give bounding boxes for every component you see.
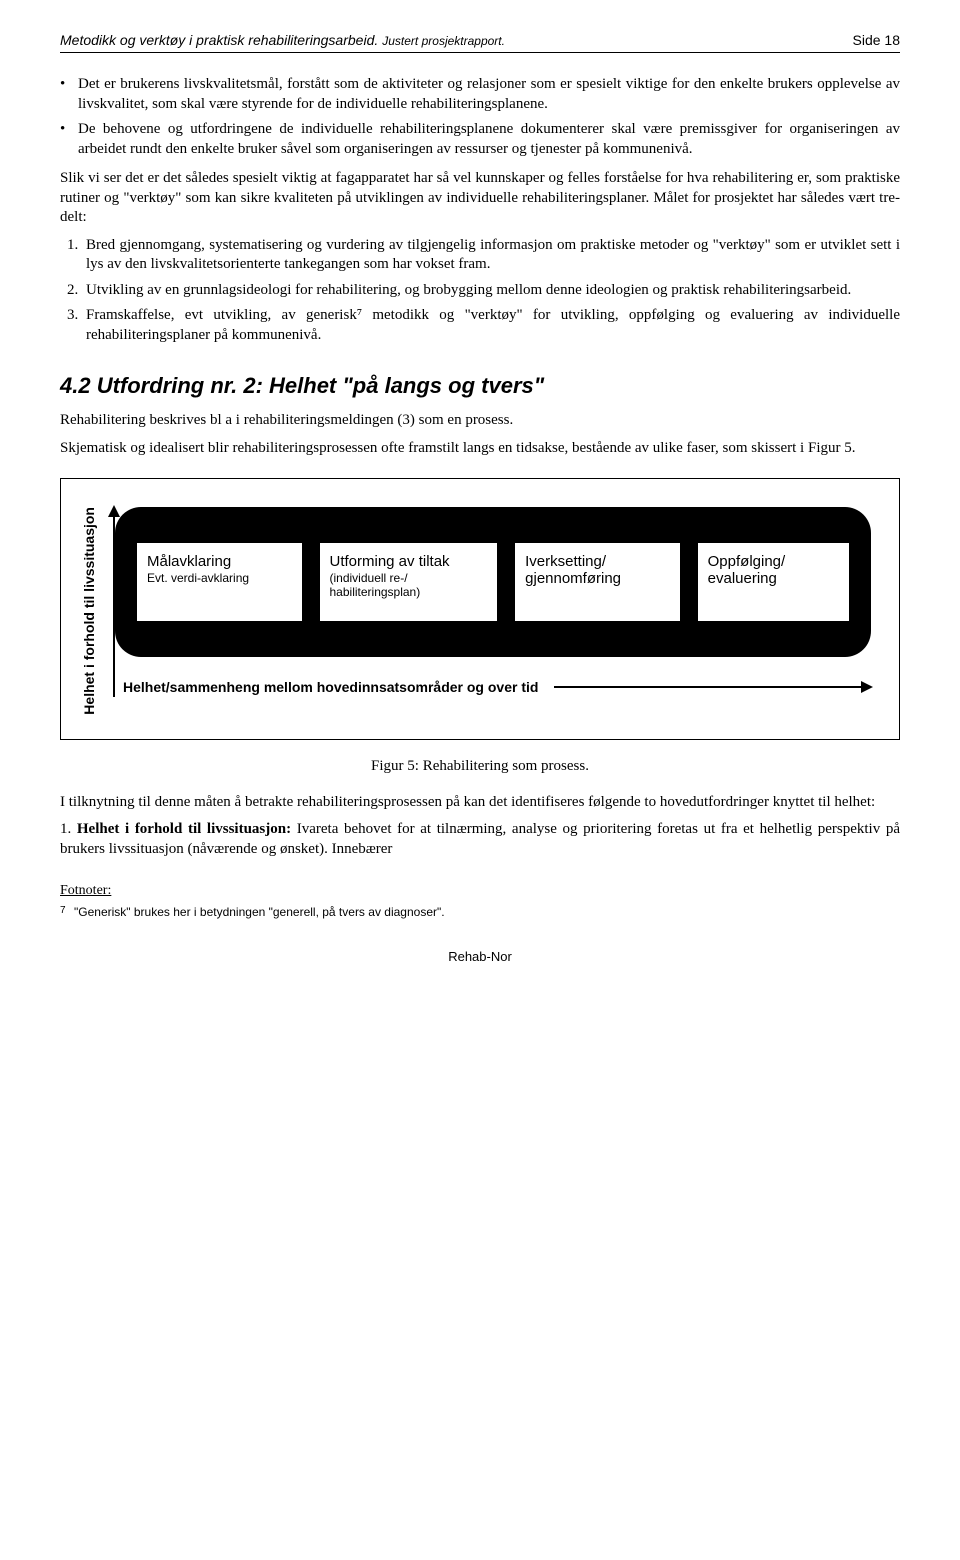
figure-frame: Helhet i forhold til livssituasjon Målav…	[60, 478, 900, 740]
stage-title: Utforming av tiltak	[330, 553, 488, 570]
footnote-number: 7	[60, 905, 66, 916]
section-heading: 4.2 Utfordring nr. 2: Helhet "på langs o…	[60, 373, 900, 399]
y-axis-label: Helhet i forhold til livssituasjon	[81, 507, 97, 715]
numbered-item: Framskaffelse, evt utvikling, av generis…	[82, 306, 900, 345]
stage-subtitle: Evt. verdi-avklaring	[147, 572, 292, 586]
process-diagram: Målavklaring Evt. verdi-avklaring Utform…	[115, 507, 871, 657]
x-axis-label: Helhet/sammenheng mellom hovedinnsatsomr…	[123, 679, 538, 695]
figure-x-axis: Helhet/sammenheng mellom hovedinnsatsomr…	[115, 679, 871, 695]
body-paragraph: Skjematisk og idealisert blir rehabilite…	[60, 439, 900, 459]
bullet-item: Det er brukerens livskvalitetsmål, forst…	[78, 75, 900, 114]
numbered-item: Bred gjennomgang, systematisering og vur…	[82, 236, 900, 275]
y-axis-arrow-icon	[113, 507, 115, 697]
body-paragraph: Rehabilitering beskrives bl a i rehabili…	[60, 411, 900, 431]
header-title: Metodikk og verktøy i praktisk rehabilit…	[60, 32, 378, 48]
numbered-item: Utvikling av en grunnlagsideologi for re…	[82, 281, 900, 301]
page-footer: Rehab-Nor	[60, 949, 900, 964]
document-page: Metodikk og verktøy i praktisk rehabilit…	[0, 0, 960, 1004]
x-axis-arrow-icon	[554, 686, 871, 688]
stage-box: Oppfølging/ evaluering	[698, 543, 849, 621]
numbered-paragraph: 1. Helhet i forhold til livssituasjon: I…	[60, 820, 900, 859]
stage-title: Iverksetting/ gjennomføring	[525, 553, 670, 588]
figure-body: Målavklaring Evt. verdi-avklaring Utform…	[115, 507, 871, 715]
footnotes-heading: Fotnoter:	[60, 883, 900, 899]
stage-box: Utforming av tiltak (individuell re-/ ha…	[320, 543, 498, 621]
header-left: Metodikk og verktøy i praktisk rehabilit…	[60, 32, 505, 50]
numbered-list: Bred gjennomgang, systematisering og vur…	[60, 236, 900, 346]
body-paragraph: Slik vi ser det er det således spesielt …	[60, 169, 900, 228]
header-subtitle: Justert prosjektrapport.	[382, 34, 505, 48]
item-number: 1.	[60, 821, 77, 837]
footnotes-block: Fotnoter: 7 "Generisk" brukes her i bety…	[60, 883, 900, 919]
body-paragraph: I tilknytning til denne måten å betrakte…	[60, 793, 900, 813]
stage-subtitle: (individuell re-/ habiliteringsplan)	[330, 572, 488, 600]
stage-box: Iverksetting/ gjennomføring	[515, 543, 680, 621]
bullet-item: De behovene og utfordringene de individu…	[78, 120, 900, 159]
stage-title: Oppfølging/ evaluering	[708, 553, 839, 588]
stage-title: Målavklaring	[147, 553, 292, 570]
stage-box: Målavklaring Evt. verdi-avklaring	[137, 543, 302, 621]
bullet-list: Det er brukerens livskvalitetsmål, forst…	[60, 75, 900, 159]
footnote-item: 7 "Generisk" brukes her i betydningen "g…	[60, 905, 900, 919]
figure-y-axis: Helhet i forhold til livssituasjon	[81, 507, 97, 715]
page-number: Side 18	[853, 32, 900, 48]
figure-caption: Figur 5: Rehabilitering som prosess.	[60, 758, 900, 775]
item-bold-lead: Helhet i forhold til livssituasjon:	[77, 821, 291, 837]
footnote-text: "Generisk" brukes her i betydningen "gen…	[74, 905, 445, 919]
page-header: Metodikk og verktøy i praktisk rehabilit…	[60, 32, 900, 53]
